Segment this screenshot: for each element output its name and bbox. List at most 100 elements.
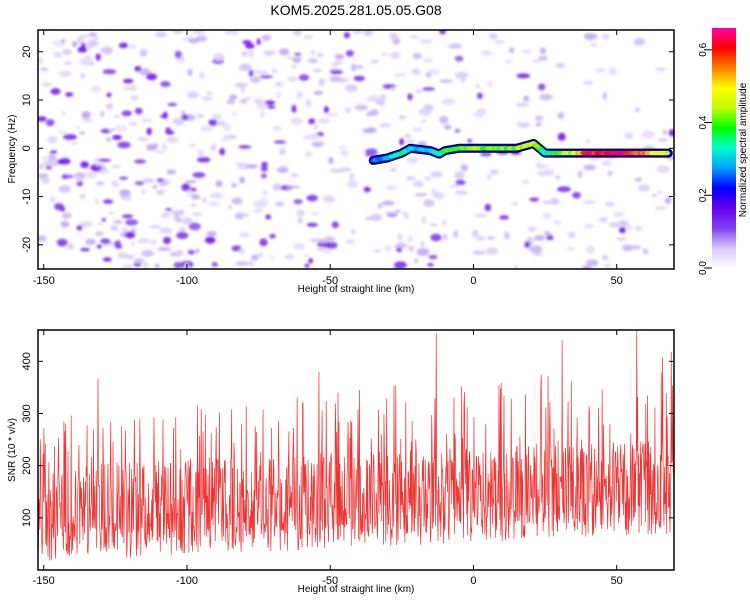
spectrogram-noise-cell (422, 87, 436, 91)
spectrogram-noise-cell (254, 98, 263, 105)
spectrogram-noise-cell (394, 243, 408, 249)
spectrogram-noise-cell (260, 166, 268, 172)
spectrogram-noise-cell (557, 186, 571, 193)
spectrogram-noise-cell (527, 226, 537, 232)
spectrogram-noise-cell (59, 70, 72, 77)
spectrogram-noise-cell (668, 129, 674, 137)
spectrogram-noise-cell (567, 231, 576, 239)
spectrogram-noise-cell (261, 161, 268, 168)
spectrogram-noise-cell (441, 98, 455, 105)
spectrogram-noise-cell (304, 253, 309, 258)
spectrogram-noise-cell (175, 249, 183, 256)
spectrogram-noise-cell (213, 53, 225, 62)
spectrogram-noise-cell (61, 212, 72, 219)
spectrogram-noise-cell (197, 113, 205, 119)
spectrogram-noise-cell (139, 48, 148, 55)
spectrogram-noise-cell (414, 258, 419, 264)
spectrogram-noise-cell (157, 247, 172, 251)
spectrogram-noise-cell (390, 168, 397, 172)
spectrogram-noise-cell (76, 36, 84, 45)
snr-ytick-label: 300 (21, 404, 33, 422)
spectrogram-noise-cell (110, 225, 119, 231)
spectrogram-noise-cell (102, 69, 117, 75)
spectrogram-noise-cell (480, 152, 492, 157)
spectrogram-noise-cell (121, 264, 134, 269)
spectrogram-noise-cell (365, 148, 378, 155)
spectrogram-noise-cell (472, 250, 486, 255)
spectrogram-noise-cell (274, 201, 285, 207)
spectrogram-noise-cell (235, 261, 250, 266)
spectrogram-noise-cell (584, 224, 595, 229)
spectrogram-noise-cell (477, 92, 483, 100)
spectrogram-noise-cell (311, 211, 320, 216)
spectrogram-noise-cell (598, 217, 608, 222)
spectrogram-noise-cell (71, 141, 78, 146)
spectrogram-xtick-label: 50 (611, 275, 623, 287)
spectrogram-noise-cell (418, 108, 432, 116)
spectrogram-noise-cell (427, 263, 434, 267)
spectrogram-noise-cell (543, 211, 551, 220)
spectrogram-noise-cell (405, 176, 416, 181)
spectrogram-noise-cell (230, 183, 238, 188)
spectrogram-noise-cell (190, 203, 197, 207)
spectrogram-noise-cell (146, 127, 152, 136)
spectrogram-noise-cell (511, 201, 518, 207)
spectrogram-noise-cell (343, 32, 351, 39)
spectrogram-noise-cell (267, 105, 276, 109)
spectrogram-noise-cell (88, 32, 97, 37)
spectrogram-noise-cell (263, 50, 276, 56)
spectrogram-noise-cell (165, 127, 171, 134)
spectrogram-noise-cell (127, 44, 137, 49)
snr-xtick-label: 50 (611, 575, 623, 587)
spectrogram-noise-cell (460, 164, 469, 172)
spectrogram-noise-cell (363, 186, 371, 193)
spectrogram-noise-cell (608, 67, 617, 76)
spectrogram-noise-cell (94, 197, 100, 206)
spectrogram-noise-cell (271, 67, 277, 74)
spectrogram-ytick-label: -20 (21, 237, 33, 253)
spectrogram-noise-cell (291, 105, 297, 113)
spectrogram-noise-cell (240, 99, 247, 104)
spectrogram-noise-cell (181, 217, 193, 225)
spectrogram-noise-cell (38, 235, 44, 241)
spectrogram-xlabel: Height of straight line (km) (298, 284, 415, 295)
spectrogram-noise-cell (249, 76, 261, 84)
spectrogram-noise-cell (306, 194, 318, 202)
spectrogram-noise-cell (133, 258, 145, 264)
spectrogram-noise-cell (41, 82, 52, 87)
spectrogram-noise-cell (268, 255, 275, 260)
spectrogram-noise-cell (63, 174, 74, 179)
spectrogram-noise-cell (98, 158, 112, 162)
spectrogram-noise-cell (238, 63, 252, 72)
spectrogram-noise-cell (330, 70, 343, 75)
spectrogram-noise-cell (454, 71, 469, 79)
spectrogram-noise-cell (655, 67, 667, 72)
spectrogram-noise-cell (615, 237, 627, 241)
spectrogram-noise-cell (398, 115, 407, 120)
spectrogram-noise-cell (331, 221, 339, 229)
spectrogram-noise-cell (90, 85, 102, 93)
spectrogram-noise-cell (313, 90, 323, 96)
spectrogram-noise-cell (538, 56, 548, 61)
spectrogram-noise-cell (248, 260, 254, 267)
spectrogram-noise-cell (172, 30, 183, 35)
spectrogram-noise-cell (654, 206, 668, 210)
spectrogram-noise-cell (79, 193, 86, 200)
spectrogram-noise-cell (239, 232, 250, 238)
colorbar-ticks: 0.0 0.2 0.4 0.6 (698, 42, 712, 275)
spectrogram-noise-cell (134, 107, 143, 115)
spectrogram-noise-cell (155, 31, 167, 38)
spectrogram-noise-cell (373, 249, 382, 253)
spectrogram-noise-cell (158, 227, 173, 234)
spectrogram-noise-cell (260, 110, 265, 119)
spectrogram-noise-cell (276, 91, 281, 99)
spectrogram-noise-cell (154, 263, 160, 268)
spectrogram-noise-cell (347, 180, 358, 188)
spectrogram-noise-cell (555, 62, 565, 69)
spectrogram-noise-cell (156, 189, 166, 195)
spectrogram-noise-cell (95, 53, 101, 61)
spectrogram-noise-cell (231, 111, 237, 116)
spectrogram-noise-cell (535, 163, 549, 169)
spectrogram-noise-cell (442, 219, 447, 227)
spectrogram-noise-cell (412, 52, 422, 60)
